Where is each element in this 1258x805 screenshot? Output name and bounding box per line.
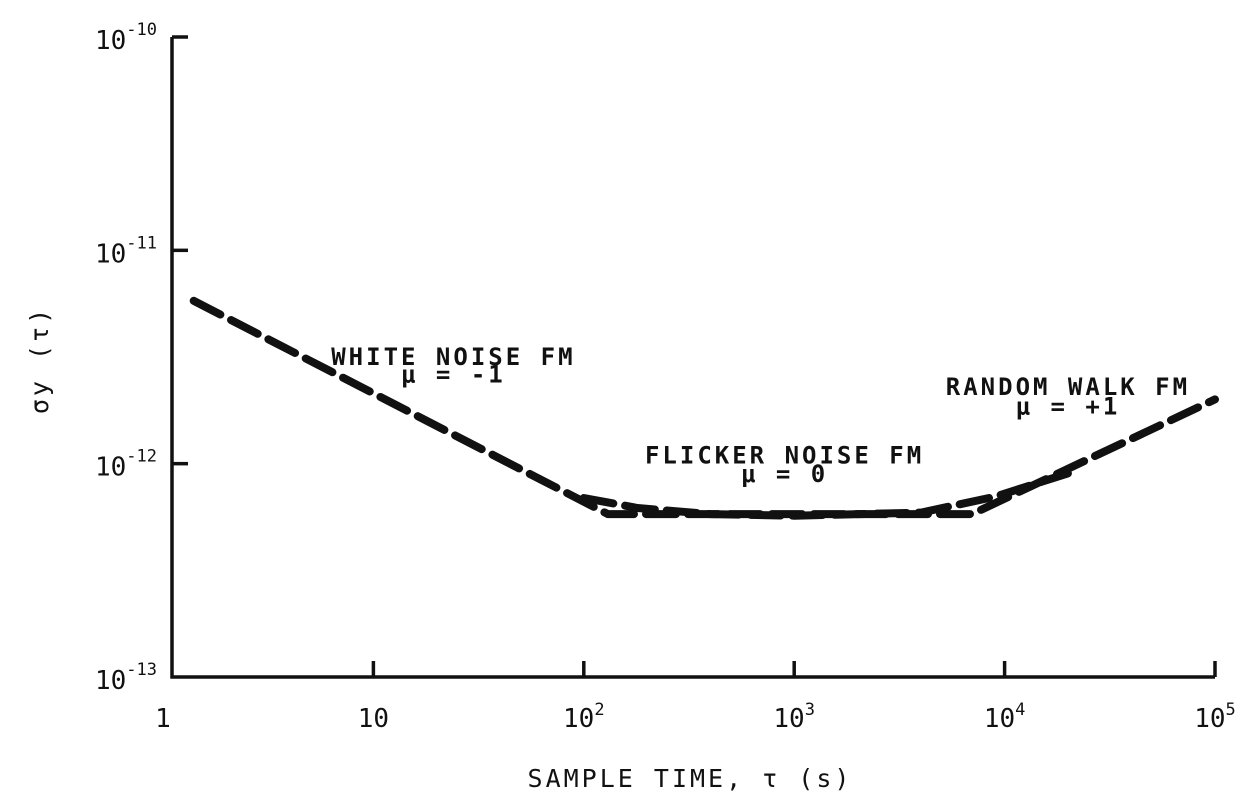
- annotation-mu-2: μ = 0: [741, 460, 828, 488]
- series-layer: [189, 296, 1219, 520]
- y-tick-label: 10-12: [95, 447, 157, 483]
- y-tick-label: 10-13: [95, 660, 157, 696]
- y-tick-label: 10-11: [95, 233, 157, 269]
- annotation-label-2: FLICKER NOISE FM: [645, 442, 924, 470]
- y-ticks: 10-10 10-11 10-12 10-13: [95, 20, 188, 696]
- x-tick-label: 1: [155, 704, 171, 734]
- x-tick-label: 104: [984, 700, 1026, 734]
- y-tick-label: 10-10: [95, 20, 157, 56]
- axes: [170, 35, 1217, 679]
- y-axis-title: σy (τ): [25, 306, 54, 414]
- x-tick-label: 102: [563, 700, 605, 734]
- annotation-label-1: WHITE NOISE FM: [331, 343, 575, 371]
- annotation-mu-1: μ = -1: [401, 361, 506, 389]
- annotation-label-3: RANDOM WALK FM: [946, 373, 1190, 401]
- x-tick-label: 103: [773, 700, 815, 734]
- x-tick-label: 10: [358, 704, 389, 734]
- x-ticks: 1 10 102 103 104 105: [155, 661, 1236, 734]
- x-axis-title: SAMPLE TIME, τ (s): [528, 764, 853, 793]
- annotation-mu-3: μ = +1: [1016, 393, 1121, 421]
- axis-lines: [170, 37, 1215, 679]
- series-line-2: [579, 469, 1072, 520]
- x-tick-label: 105: [1194, 700, 1236, 734]
